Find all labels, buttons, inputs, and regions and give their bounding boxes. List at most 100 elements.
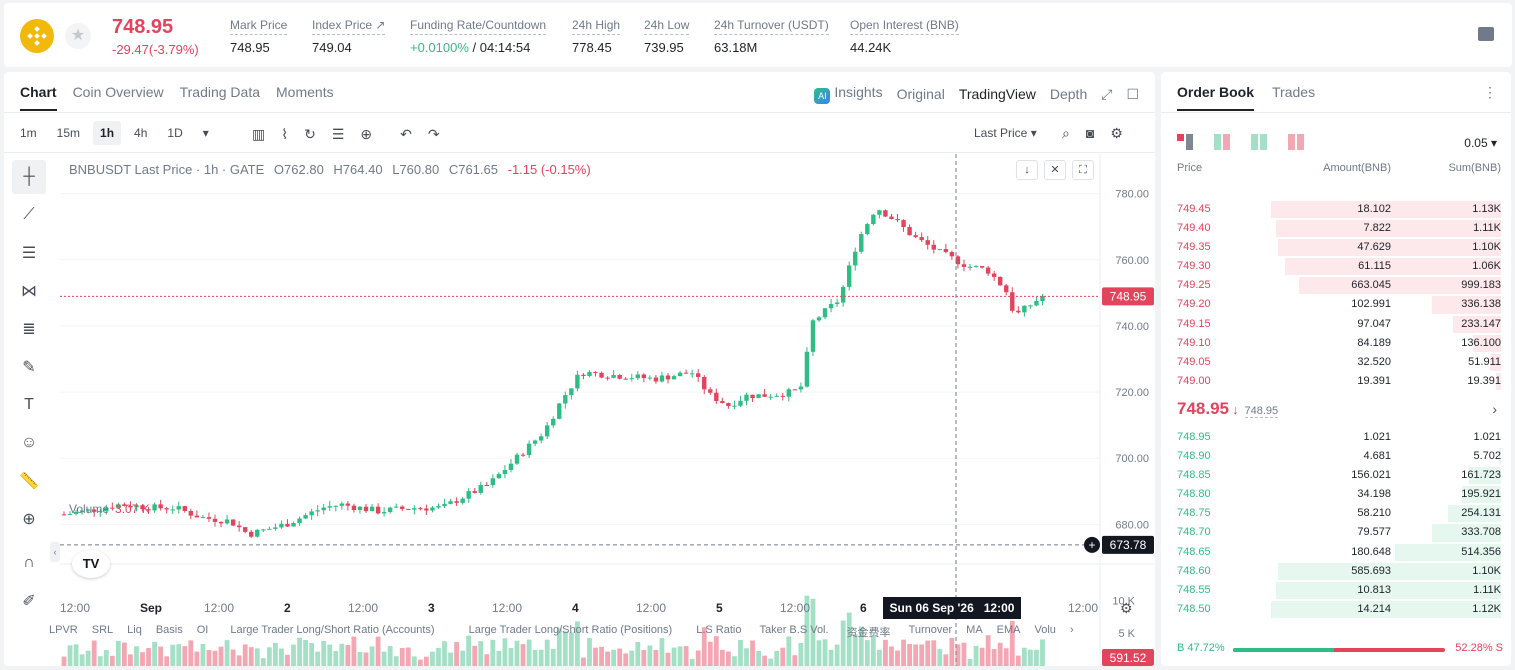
chevron-right-icon[interactable]: › bbox=[1492, 401, 1497, 417]
interval-15m[interactable]: 15m bbox=[56, 126, 81, 140]
chart-legend: BNBUSDT Last Price · 1h · GATE O762.80 H… bbox=[69, 162, 591, 177]
ask-row[interactable]: 749.10 84.189 136.100 bbox=[1161, 334, 1511, 353]
bid-row[interactable]: 748.85 156.021 161.723 bbox=[1161, 466, 1511, 485]
fib-icon[interactable]: ≣ bbox=[22, 321, 36, 338]
ask-row[interactable]: 749.35 47.629 1.10K bbox=[1161, 238, 1511, 257]
interval-4h[interactable]: 4h bbox=[134, 126, 148, 140]
pattern-icon[interactable]: ⋈ bbox=[21, 283, 37, 300]
interval-1d[interactable]: 1D bbox=[167, 126, 183, 140]
bid-row[interactable]: 748.75 58.210 254.131 bbox=[1161, 504, 1511, 523]
magnet-icon[interactable]: ∩ bbox=[23, 554, 35, 571]
emoji-icon[interactable]: ☺ bbox=[20, 434, 38, 451]
stat-index-price[interactable]: Index Price ↗ 749.04 bbox=[312, 18, 386, 55]
tab-insights[interactable]: AI Insights bbox=[814, 84, 883, 104]
ask-row[interactable]: 749.05 32.520 51.911 bbox=[1161, 353, 1511, 372]
gear-icon[interactable]: ⚙ bbox=[1110, 125, 1123, 141]
volume-bar bbox=[91, 640, 97, 666]
indicator-volume[interactable]: Volu bbox=[1034, 624, 1056, 636]
expand-icon[interactable]: ⤢ bbox=[1101, 85, 1113, 102]
bid-row[interactable]: 748.80 34.198 195.921 bbox=[1161, 485, 1511, 504]
arrow-down-icon[interactable]: ↓ bbox=[1016, 160, 1038, 180]
ask-row[interactable]: 749.45 18.102 1.13K bbox=[1161, 200, 1511, 219]
indicator-lpvr[interactable]: LPVR bbox=[49, 624, 78, 636]
chevron-down-icon[interactable]: ▾ bbox=[202, 126, 209, 140]
indicators-icon[interactable]: ⌇ bbox=[281, 126, 289, 142]
templates-icon[interactable]: ☰ bbox=[331, 126, 345, 142]
ask-row[interactable]: 749.30 61.115 1.06K bbox=[1161, 257, 1511, 276]
tab-moments[interactable]: Moments bbox=[276, 84, 334, 100]
tab-depth[interactable]: Depth bbox=[1049, 86, 1088, 102]
indicator-ema[interactable]: EMA bbox=[996, 624, 1021, 636]
asks-only-icon[interactable] bbox=[1288, 134, 1305, 150]
insights-label: Insights bbox=[834, 84, 883, 100]
trend-line-icon[interactable]: ⟋ bbox=[23, 206, 35, 223]
favorite-star-icon[interactable]: ★ bbox=[65, 23, 91, 49]
ask-row[interactable]: 749.25 663.045 999.183 bbox=[1161, 276, 1511, 295]
candle-body bbox=[967, 266, 973, 268]
indicator-ma[interactable]: MA bbox=[966, 624, 983, 636]
bids-only-icon[interactable] bbox=[1251, 134, 1268, 150]
bid-sum: 1.10K bbox=[1472, 564, 1501, 577]
indicator-funding[interactable]: 资金费率 bbox=[846, 627, 891, 639]
refresh-icon[interactable]: ↻ bbox=[304, 126, 316, 142]
candlestick-chart[interactable]: 780.00 760.00 740.00 720.00 700.00 680.00 10 K… bbox=[60, 154, 1155, 666]
pencil-icon[interactable]: ✐ bbox=[22, 593, 36, 610]
both-sides-icon[interactable] bbox=[1177, 134, 1194, 150]
book-icon[interactable] bbox=[1478, 27, 1494, 41]
tab-coin-overview[interactable]: Coin Overview bbox=[72, 84, 164, 100]
tab-chart[interactable]: Chart bbox=[20, 84, 57, 111]
bid-row[interactable]: 748.95 1.021 1.021 bbox=[1161, 428, 1511, 447]
indicator-lt-positions[interactable]: Large Trader Long/Short Ratio (Positions… bbox=[468, 624, 673, 636]
volume-bar bbox=[381, 651, 387, 666]
fullscreen-icon[interactable]: ⛶ bbox=[1072, 160, 1094, 180]
price-type-select[interactable]: Last Price ▾ bbox=[974, 126, 1037, 140]
indicator-ls-ratio[interactable]: L.S Ratio bbox=[696, 624, 742, 636]
tab-trades[interactable]: Trades bbox=[1272, 84, 1316, 100]
chevron-right-icon[interactable]: › bbox=[1069, 624, 1074, 636]
undo-icon[interactable]: ↶ bbox=[400, 126, 412, 142]
volume-bar bbox=[768, 658, 774, 666]
bid-row[interactable]: 748.55 10.813 1.11K bbox=[1161, 581, 1511, 600]
collapse-icon[interactable]: ✕ bbox=[1044, 160, 1066, 180]
text-icon[interactable]: T bbox=[24, 396, 34, 413]
candle-type-icon[interactable]: ▥ bbox=[252, 126, 266, 142]
more-icon[interactable]: ⋮ bbox=[1483, 84, 1497, 100]
bids-asks-icon[interactable] bbox=[1214, 134, 1231, 150]
indicator-taker-vol[interactable]: Taker B.S Vol. bbox=[759, 624, 829, 636]
indicator-lt-accounts[interactable]: Large Trader Long/Short Ratio (Accounts) bbox=[230, 624, 435, 636]
zoom-icon[interactable]: ⊕ bbox=[22, 511, 36, 528]
ask-row[interactable]: 749.00 19.391 19.391 bbox=[1161, 372, 1511, 391]
brush-icon[interactable]: ✎ bbox=[22, 359, 36, 376]
interval-1h[interactable]: 1h bbox=[93, 121, 122, 145]
bid-price: 748.85 bbox=[1177, 469, 1211, 482]
bid-row[interactable]: 748.70 79.577 333.708 bbox=[1161, 523, 1511, 542]
tab-original[interactable]: Original bbox=[896, 86, 945, 102]
price-step-select[interactable]: 0.05 ▾ bbox=[1464, 136, 1497, 150]
interval-1m[interactable]: 1m bbox=[20, 126, 37, 140]
camera-icon[interactable]: ◙ bbox=[1085, 125, 1095, 141]
bid-row[interactable]: 748.50 14.214 1.12K bbox=[1161, 600, 1511, 619]
indicator-srl[interactable]: SRL bbox=[91, 624, 114, 636]
tab-order-book[interactable]: Order Book bbox=[1177, 84, 1255, 111]
search-icon[interactable]: ⌕ bbox=[1062, 125, 1070, 141]
bid-row[interactable]: 748.60 585.693 1.10K bbox=[1161, 562, 1511, 581]
bid-row[interactable]: 748.65 180.648 514.356 bbox=[1161, 543, 1511, 562]
window-icon[interactable]: ☐ bbox=[1126, 85, 1139, 102]
indicator-liq[interactable]: Liq bbox=[127, 624, 142, 636]
crosshair-icon[interactable]: ┼ bbox=[12, 160, 46, 194]
indicator-turnover[interactable]: Turnover bbox=[908, 624, 953, 636]
ask-row[interactable]: 749.20 102.991 336.138 bbox=[1161, 295, 1511, 314]
horizontal-lines-icon[interactable]: ☰ bbox=[21, 245, 37, 262]
indicator-oi[interactable]: OI bbox=[196, 624, 209, 636]
bid-row[interactable]: 748.90 4.681 5.702 bbox=[1161, 447, 1511, 466]
redo-icon[interactable]: ↷ bbox=[427, 126, 440, 142]
indicator-basis[interactable]: Basis bbox=[155, 624, 183, 636]
ask-row[interactable]: 749.15 97.047 233.147 bbox=[1161, 315, 1511, 334]
tab-tradingview[interactable]: TradingView bbox=[958, 86, 1036, 102]
collapse-sidebar-button[interactable]: ‹ bbox=[50, 542, 60, 562]
chart-settings-icon[interactable]: ⚙ bbox=[1120, 600, 1133, 616]
ask-row[interactable]: 749.40 7.822 1.11K bbox=[1161, 219, 1511, 238]
ruler-icon[interactable]: 📏 bbox=[19, 473, 39, 490]
tab-trading-data[interactable]: Trading Data bbox=[179, 84, 261, 100]
add-alert-icon[interactable]: ⊕ bbox=[360, 126, 373, 142]
